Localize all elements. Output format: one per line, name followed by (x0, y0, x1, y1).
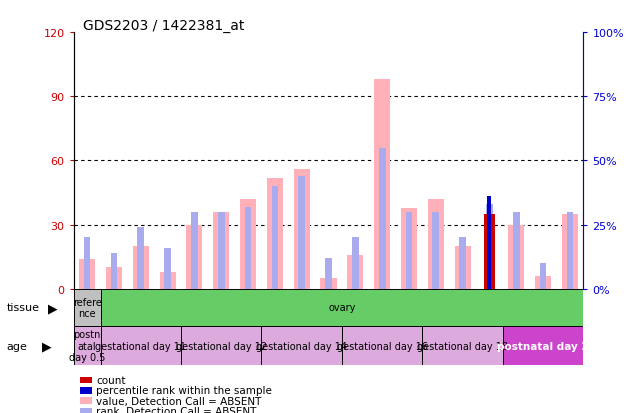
Bar (240, 199, 256, 289)
Bar (133, 247, 149, 289)
Bar (79, 259, 95, 289)
Text: gestational day 18: gestational day 18 (417, 341, 508, 351)
Bar (218, 212, 224, 289)
Bar (567, 212, 573, 289)
Bar (401, 208, 417, 289)
Bar (137, 228, 144, 289)
Text: count: count (96, 375, 126, 385)
Bar (433, 212, 439, 289)
Bar (428, 199, 444, 289)
Bar (562, 214, 578, 289)
Bar (164, 248, 171, 289)
Text: ▶: ▶ (42, 339, 51, 352)
Bar (325, 259, 332, 289)
Bar (503, 326, 583, 366)
Text: refere
nce: refere nce (72, 297, 101, 318)
Bar (74, 289, 101, 326)
Text: gestational day 14: gestational day 14 (256, 341, 347, 351)
Bar (486, 204, 493, 289)
Bar (374, 80, 390, 289)
Text: percentile rank within the sample: percentile rank within the sample (96, 385, 272, 395)
Bar (262, 326, 342, 366)
Bar (406, 212, 412, 289)
Text: gestational day 11: gestational day 11 (96, 341, 187, 351)
Text: ovary: ovary (328, 303, 356, 313)
Bar (213, 212, 229, 289)
Bar (422, 326, 503, 366)
Text: ▶: ▶ (48, 301, 58, 314)
Bar (352, 238, 359, 289)
Bar (298, 176, 305, 289)
Bar (379, 148, 385, 289)
Bar (484, 214, 495, 289)
Bar (191, 212, 198, 289)
Bar (84, 238, 90, 289)
Bar (267, 178, 283, 289)
Bar (245, 207, 251, 289)
Text: gestational day 16: gestational day 16 (337, 341, 428, 351)
Bar (487, 197, 492, 289)
Text: age: age (6, 341, 28, 351)
Bar (101, 326, 181, 366)
Bar (454, 247, 470, 289)
Bar (106, 268, 122, 289)
Text: GDS2203 / 1422381_at: GDS2203 / 1422381_at (83, 19, 245, 33)
Text: gestational day 12: gestational day 12 (176, 341, 267, 351)
Bar (459, 238, 466, 289)
Bar (508, 225, 524, 289)
Bar (187, 225, 203, 289)
Bar (347, 255, 363, 289)
Bar (111, 253, 117, 289)
Bar (74, 326, 101, 366)
Bar (513, 212, 520, 289)
Text: rank, Detection Call = ABSENT: rank, Detection Call = ABSENT (96, 406, 256, 413)
Text: postn
atal
day 0.5: postn atal day 0.5 (69, 329, 105, 363)
Bar (272, 187, 278, 289)
Text: postnatal day 2: postnatal day 2 (497, 341, 589, 351)
Bar (181, 326, 262, 366)
Bar (535, 276, 551, 289)
Bar (294, 170, 310, 289)
Bar (320, 278, 337, 289)
Bar (342, 326, 422, 366)
Text: value, Detection Call = ABSENT: value, Detection Call = ABSENT (96, 396, 262, 406)
Bar (540, 263, 546, 289)
Text: tissue: tissue (6, 303, 39, 313)
Bar (160, 272, 176, 289)
